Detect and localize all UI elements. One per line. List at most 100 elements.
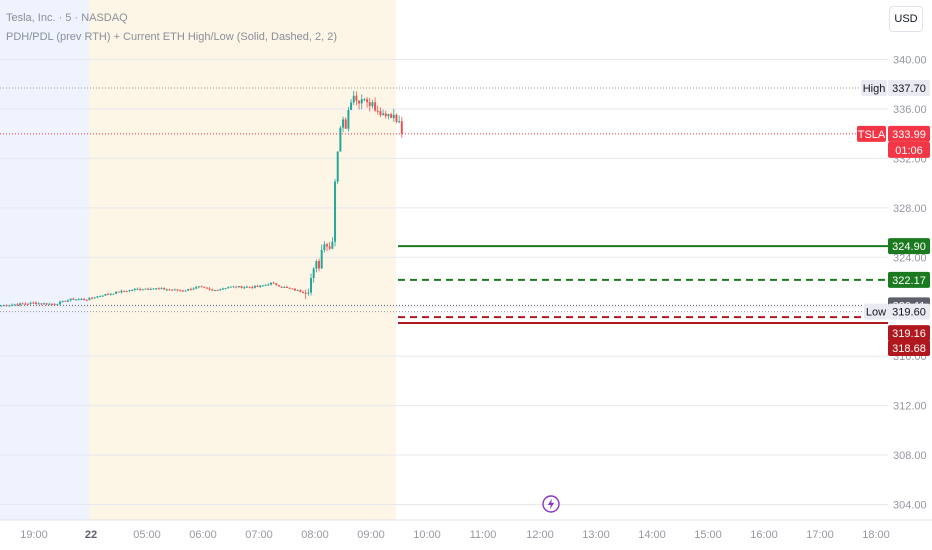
- candle-body: [5, 305, 8, 307]
- candle-body: [248, 286, 251, 288]
- countdown-tag-bg: [888, 141, 930, 158]
- low-label-tag-bg: [864, 303, 888, 320]
- candle-body: [280, 286, 283, 288]
- low-price-tag: 319.60: [892, 307, 926, 319]
- x-tick-label: 05:00: [133, 529, 161, 541]
- candle-body: [235, 286, 238, 288]
- candle-body: [334, 181, 337, 242]
- candle-body: [83, 298, 86, 300]
- candle-body: [176, 289, 179, 291]
- candle-body: [384, 113, 387, 117]
- y-tick-label: 308.00: [893, 450, 927, 462]
- candle-body: [195, 287, 198, 289]
- pdh-solid-tag: 324.90: [892, 241, 926, 253]
- candle-body: [179, 290, 182, 292]
- candle-body: [144, 288, 147, 290]
- candle-body: [96, 296, 99, 298]
- candle-body: [149, 289, 152, 291]
- candle-body: [56, 304, 59, 306]
- symbol-label-tag: TSLA: [858, 129, 886, 141]
- candle-body: [302, 291, 305, 293]
- grid-lines: [0, 59, 888, 505]
- currency-button[interactable]: USD: [889, 6, 923, 32]
- candle-body: [245, 286, 248, 288]
- candle-body: [120, 290, 123, 293]
- pdl-dashed-tag: 319.16: [892, 328, 926, 340]
- candle-body: [187, 288, 190, 291]
- candle-body: [264, 284, 267, 286]
- candle-body: [72, 298, 75, 300]
- high-label-tag: High: [863, 83, 886, 95]
- candle-body: [328, 246, 331, 249]
- candle-body: [160, 288, 163, 290]
- x-tick-label: 10:00: [413, 529, 441, 541]
- candle-body: [53, 304, 56, 306]
- symbol-label-tag-bg: [857, 125, 886, 142]
- candle-body: [168, 289, 171, 291]
- candle-body: [288, 287, 291, 289]
- candle-body: [21, 303, 24, 305]
- low-label-tag: Low: [866, 307, 886, 319]
- candle-body: [243, 287, 246, 289]
- candle-body: [350, 102, 353, 111]
- candle-body: [267, 284, 270, 286]
- x-tick-label: 15:00: [694, 529, 722, 541]
- candle-body: [123, 290, 126, 292]
- candle-body: [331, 241, 334, 249]
- candle-body: [261, 285, 264, 287]
- indicator-title[interactable]: PDH/PDL (prev RTH) + Current ETH High/Lo…: [6, 31, 338, 43]
- x-tick-label: 07:00: [245, 529, 273, 541]
- time-axis[interactable]: 19:00 22 05:00 06:00 07:00 08:00 09:00 10:00 11:…: [20, 529, 890, 541]
- x-tick-label: 16:00: [750, 529, 778, 541]
- y-tick-label: 340.00: [893, 55, 927, 67]
- candle-body: [400, 121, 403, 134]
- candle-body: [128, 290, 131, 292]
- low-price-tag-bg: [888, 303, 930, 320]
- candle-body: [379, 111, 382, 116]
- candle-body: [395, 114, 398, 122]
- candle-body: [133, 288, 136, 291]
- candle-body: [0, 305, 3, 307]
- high-label-tag-bg: [861, 79, 887, 96]
- candle-body: [165, 289, 168, 291]
- candle-body: [205, 287, 208, 289]
- pdl-solid-tag-bg: [888, 340, 930, 357]
- candle-body: [344, 119, 347, 129]
- candle-body: [342, 119, 345, 128]
- candle-body: [216, 289, 219, 291]
- candle-body: [10, 304, 13, 306]
- candle-body: [112, 293, 115, 295]
- candle-body: [2, 305, 5, 307]
- candle-body: [64, 300, 67, 302]
- candle-body: [27, 303, 29, 305]
- candle-body: [269, 282, 272, 285]
- candle-body: [275, 283, 278, 286]
- candle-body: [80, 298, 83, 300]
- candle-body: [368, 102, 371, 107]
- candle-body: [310, 278, 313, 293]
- candle-body: [251, 287, 254, 289]
- candle-body: [171, 289, 174, 291]
- y-tick-label: 324.00: [893, 252, 927, 264]
- candle-body: [104, 294, 107, 296]
- candle-body: [24, 303, 27, 305]
- candle-body: [136, 288, 139, 290]
- lightning-bolt-icon[interactable]: [541, 494, 561, 514]
- candle-body: [181, 290, 184, 292]
- candle-body: [347, 110, 350, 129]
- candle-body: [315, 261, 318, 269]
- candle-body: [91, 297, 94, 299]
- high-price-tag: 337.70: [892, 83, 926, 95]
- x-tick-label: 19:00: [20, 529, 48, 541]
- high-price-tag-bg: [888, 79, 930, 96]
- candle-body: [141, 289, 144, 291]
- candle-body: [77, 299, 80, 301]
- candle-body: [339, 127, 342, 152]
- candle-body: [237, 286, 240, 288]
- candle-body: [318, 261, 321, 269]
- y-tick-label: 304.00: [893, 499, 927, 511]
- candle-body: [382, 113, 385, 116]
- candle-body: [352, 95, 355, 103]
- candle-body: [355, 95, 358, 101]
